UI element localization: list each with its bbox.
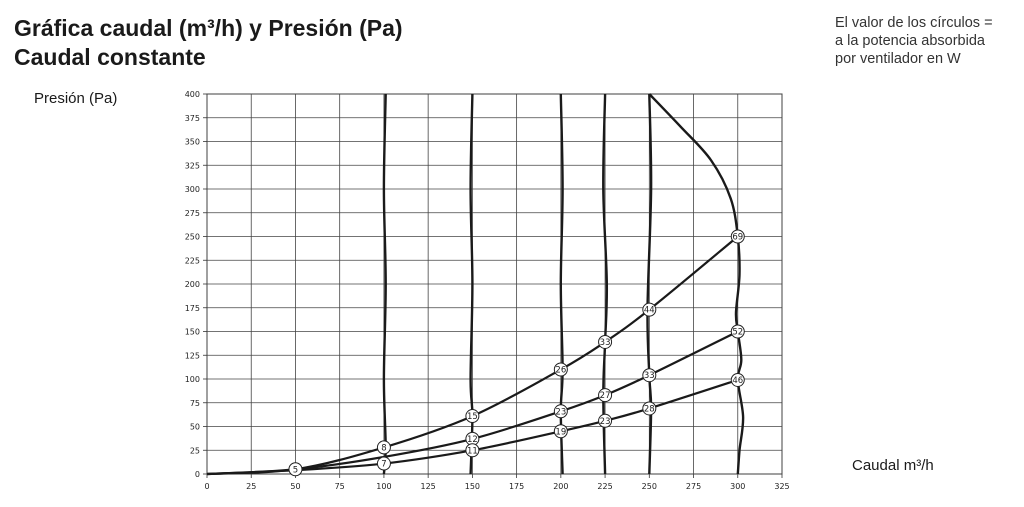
power-marker [376,456,391,471]
x-tick-label: 175 [509,482,524,491]
y-tick-label: 150 [185,328,200,337]
power-marker [553,424,568,439]
title-line-2: Caudal constante [14,44,206,70]
power-marker [642,302,657,317]
y-tick-label: 225 [185,256,200,265]
power-label: 15 [467,412,478,422]
power-label: 44 [644,306,655,316]
power-label: 7 [381,460,386,470]
power-label: 11 [467,446,478,456]
power-label: 28 [644,404,655,414]
power-marker [730,324,745,339]
power-label: 19 [555,427,566,437]
x-tick-label: 225 [597,482,612,491]
power-marker [288,462,303,477]
y-tick-label: 0 [195,470,200,479]
power-marker [642,401,657,416]
y-tick-label: 300 [185,185,200,194]
y-tick-label: 325 [185,161,200,170]
power-label: 52 [732,328,743,338]
x-tick-label: 200 [553,482,568,491]
power-label: 5 [293,465,298,475]
y-tick-label: 350 [185,138,200,147]
y-tick-label: 250 [185,233,200,242]
power-marker [730,229,745,244]
y-tick-label: 50 [190,423,200,432]
note-line-2: a la potencia absorbida [835,33,985,49]
x-tick-label: 125 [421,482,436,491]
x-tick-label: 150 [465,482,480,491]
power-label: 33 [600,338,611,348]
power-marker [465,443,480,458]
power-marker [553,362,568,377]
power-label: 69 [732,233,743,243]
power-marker [465,409,480,424]
y-tick-label: 275 [185,209,200,218]
power-marker [598,334,613,349]
note-line-3: por ventilador en W [835,51,961,67]
x-tick-label: 325 [774,482,789,491]
x-tick-label: 0 [204,482,209,491]
power-label: 46 [732,376,743,386]
x-axis-label: Caudal m³/h [852,457,934,474]
y-tick-label: 100 [185,375,200,384]
power-marker [598,388,613,403]
x-tick-label: 25 [246,482,256,491]
note-line-1: El valor de los círculos = [835,15,993,31]
power-marker [642,368,657,383]
y-tick-label: 125 [185,351,200,360]
y-tick-label: 175 [185,304,200,313]
power-label: 8 [381,443,386,453]
y-tick-label: 75 [190,399,200,408]
y-tick-label: 375 [185,114,200,123]
title-line-1: Gráfica caudal (m³/h) y Presión (Pa) [14,15,403,41]
x-tick-label: 250 [642,482,657,491]
power-label: 12 [467,435,478,445]
power-label: 23 [600,417,611,427]
y-tick-label: 200 [185,280,200,289]
x-tick-label: 50 [290,482,300,491]
constant-flow-line [648,93,745,475]
power-marker [598,413,613,428]
x-tick-label: 275 [686,482,701,491]
y-tick-label: 400 [185,90,200,99]
x-tick-label: 300 [730,482,745,491]
power-label: 23 [555,407,566,417]
x-tick-label: 75 [335,482,345,491]
power-marker [730,372,745,387]
power-label: 33 [644,371,655,381]
power-marker [553,404,568,419]
y-tick-label: 25 [190,446,200,455]
y-axis-label: Presión (Pa) [34,90,118,107]
power-marker [376,440,391,455]
power-label: 27 [600,391,611,401]
x-tick-label: 100 [376,482,391,491]
chart-title: Gráfica caudal (m³/h) y Presión (Pa) Cau… [14,14,403,72]
legend-note: El valor de los círculos = a la potencia… [835,14,993,68]
power-label: 26 [555,366,566,376]
